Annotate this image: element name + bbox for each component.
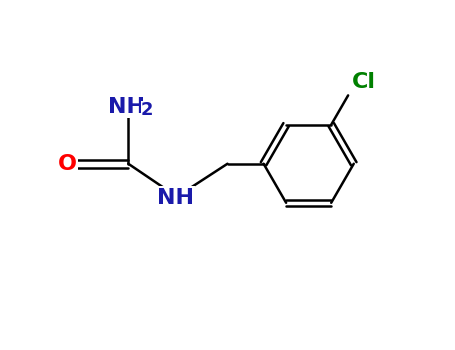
Text: NH: NH [107, 97, 145, 117]
Text: NH: NH [157, 188, 194, 208]
Text: Cl: Cl [352, 72, 376, 92]
Text: 2: 2 [141, 100, 153, 119]
Text: O: O [58, 154, 77, 174]
